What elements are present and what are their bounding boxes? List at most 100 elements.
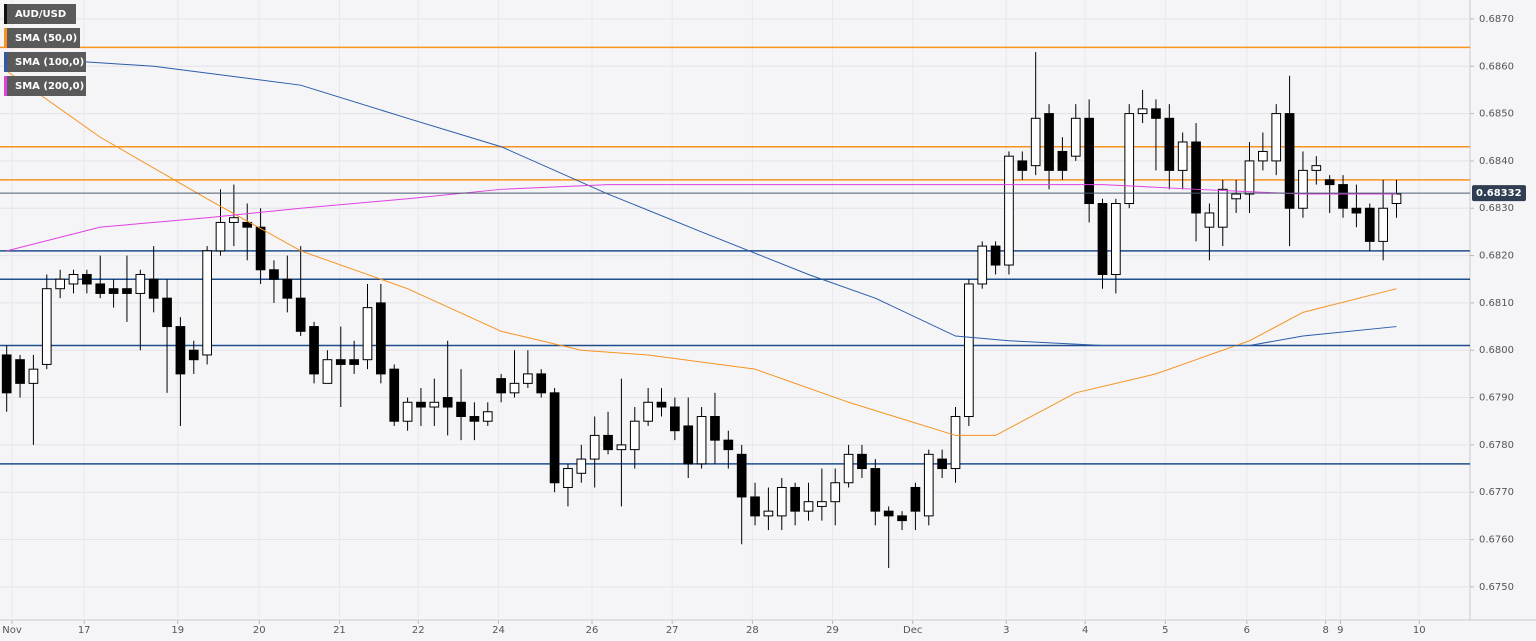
candle-body <box>1284 113 1295 209</box>
candle-body <box>402 401 413 422</box>
legend-box <box>4 28 80 48</box>
plot-area <box>0 0 1470 620</box>
x-tick-label: 9 <box>1337 625 1343 636</box>
candle-body <box>1298 169 1308 209</box>
candle-body <box>509 382 520 394</box>
candle-body <box>1084 117 1094 205</box>
candle-body <box>1217 188 1228 228</box>
x-tick-label: 21 <box>333 625 346 636</box>
legend-label: SMA (100,0) <box>15 57 84 68</box>
candle-body <box>322 359 333 384</box>
candle-body <box>897 515 907 522</box>
legend-swatch <box>4 52 7 72</box>
y-tick-label: 0.6830 <box>1479 203 1514 214</box>
x-tick-label: 5 <box>1162 625 1168 636</box>
y-tick-label: 0.6850 <box>1479 109 1514 120</box>
x-tick-label: 6 <box>1244 625 1250 636</box>
candle-body <box>1391 193 1402 205</box>
y-tick-label: 0.6750 <box>1479 582 1514 593</box>
candle-body <box>696 415 707 465</box>
x-tick-label: Nov <box>2 625 22 636</box>
candle-body <box>1351 207 1362 214</box>
legend-box <box>4 4 76 24</box>
candle-body <box>977 245 988 285</box>
candle-body <box>563 468 573 488</box>
candle-body <box>175 326 186 375</box>
candle-body <box>817 501 827 507</box>
candle-body <box>202 250 212 356</box>
candle-body <box>282 278 293 299</box>
candle-body <box>15 359 25 384</box>
candle-body <box>1 354 12 394</box>
x-tick-label: 10 <box>1413 625 1426 636</box>
candle-body <box>629 420 640 451</box>
candle-body <box>843 453 854 484</box>
x-tick-label: 8 <box>1322 625 1328 636</box>
candle-body <box>1311 165 1322 171</box>
candle-body <box>1231 193 1241 200</box>
last-price-tag <box>1472 185 1526 202</box>
candle-body <box>536 373 547 394</box>
candle-body <box>1057 150 1068 171</box>
candle-body <box>1204 212 1215 228</box>
y-tick-label: 0.6870 <box>1479 14 1514 25</box>
legend-label: AUD/USD <box>15 9 66 20</box>
candle-body <box>1271 113 1282 162</box>
candle-body <box>750 496 760 517</box>
candle-body <box>1030 117 1041 167</box>
candle-body <box>923 453 934 517</box>
legend-swatch <box>4 76 7 96</box>
last-price-label: 0.68332 <box>1476 188 1522 199</box>
x-tick-label: 19 <box>171 625 184 636</box>
y-tick-label: 0.6780 <box>1479 440 1514 451</box>
candle-body <box>68 274 79 285</box>
legend-swatch <box>4 4 7 24</box>
candle-body <box>135 274 146 294</box>
candle-body <box>28 368 39 384</box>
y-tick-label: 0.6790 <box>1479 393 1514 404</box>
sma-line <box>6 56 1397 346</box>
candle-body <box>1111 203 1121 276</box>
candle-body <box>990 245 1001 266</box>
x-tick-label: 24 <box>492 625 505 636</box>
candle-body <box>456 401 466 417</box>
y-tick-label: 0.6820 <box>1479 251 1514 262</box>
y-tick-label: 0.6800 <box>1479 345 1514 356</box>
candle-body <box>1137 108 1148 115</box>
legend-box <box>4 76 86 96</box>
candle-body <box>656 401 667 408</box>
candle-body <box>482 411 493 422</box>
candle-body <box>763 510 774 517</box>
candle-body <box>710 415 720 441</box>
candle-body <box>589 434 600 460</box>
legend-label: SMA (200,0) <box>15 81 84 92</box>
x-tick-label: 20 <box>253 625 266 636</box>
candle-body <box>215 221 226 252</box>
candle-body <box>1338 184 1348 209</box>
candle-body <box>576 458 587 474</box>
candle-body <box>616 444 627 451</box>
x-tick-label: 26 <box>586 625 599 636</box>
candle-body <box>95 283 106 294</box>
y-tick-label: 0.6810 <box>1479 298 1514 309</box>
candle-body <box>469 415 480 422</box>
candle-body <box>1004 155 1014 266</box>
candle-body <box>1191 141 1201 214</box>
legend: AUD/USD SMA (50,0) SMA (100,0) SMA (200,0) <box>4 4 86 96</box>
candle-body <box>188 349 199 361</box>
candle-body <box>162 297 172 328</box>
candle-body <box>910 486 921 512</box>
x-tick-label: 27 <box>666 625 679 636</box>
x-tick-label: 3 <box>1003 625 1009 636</box>
candle-body <box>603 434 613 451</box>
candle-body <box>830 482 841 503</box>
candle-body <box>523 373 533 384</box>
candle-body <box>1177 141 1188 171</box>
candle-body <box>643 401 653 422</box>
x-tick-label: 22 <box>412 625 425 636</box>
candle-body <box>242 221 253 228</box>
candle-body <box>82 274 92 285</box>
candle-body <box>803 501 814 512</box>
